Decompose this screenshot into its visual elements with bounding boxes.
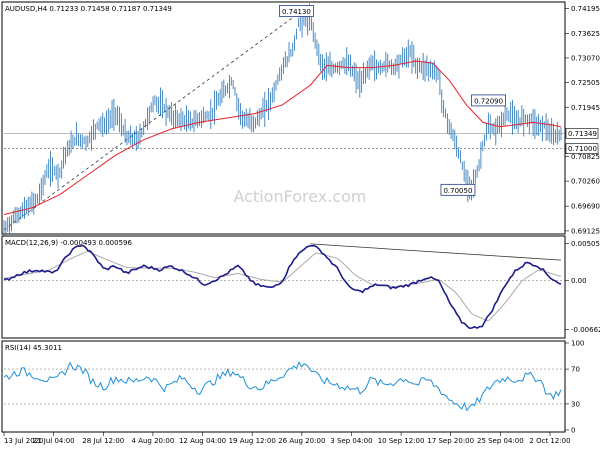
price-annotation-box bbox=[279, 5, 314, 17]
price-panel-title: AUDUSD,H4 0.71233 0.71458 0.71187 0.7134… bbox=[5, 5, 172, 13]
support-price-tag-box bbox=[565, 143, 599, 154]
rsi-tick-label: 30 bbox=[571, 400, 580, 408]
current-price-tag: 0.71349 bbox=[568, 130, 597, 138]
price-tick-label: 0.74195 bbox=[571, 5, 600, 13]
price-layer: 0.74195 0.73625 0.73070 0.72505 0.71945 0.708… bbox=[3, 3, 600, 236]
x-tick-label: 17 Sep 20:00 bbox=[427, 437, 474, 445]
watermark: ActionForex.com bbox=[233, 187, 366, 206]
price-tick-label: 0.69125 bbox=[571, 227, 600, 235]
x-tick-label: 2 Oct 12:00 bbox=[529, 437, 570, 445]
macd-layer: 0.005052 0.00 -0.006629 bbox=[3, 240, 600, 334]
price-annotation-label: 0.74130 bbox=[282, 8, 311, 16]
price-tick-label: 0.72505 bbox=[571, 79, 600, 87]
x-tick-label: 28 Jul 12:00 bbox=[82, 437, 124, 445]
price-annotation-box bbox=[471, 94, 506, 107]
x-tick-label: 19 Aug 12:00 bbox=[229, 437, 276, 445]
macd-line bbox=[3, 244, 562, 330]
price-tick-label: 0.69690 bbox=[571, 203, 600, 211]
price-tick-label: 0.73070 bbox=[571, 54, 600, 62]
price-annotation-box bbox=[440, 183, 476, 196]
rsi-tick-label: 70 bbox=[571, 366, 580, 374]
rsi-tick-label: 0 bbox=[571, 427, 575, 435]
x-tick-label: 21 Jul 04:00 bbox=[33, 437, 75, 445]
price-tick-label: 0.70825 bbox=[571, 153, 600, 161]
moving-average-line bbox=[3, 60, 562, 215]
support-price-tag: 0.71000 bbox=[568, 145, 597, 153]
rsi-line bbox=[3, 361, 562, 412]
x-tick-label: 12 Aug 04:00 bbox=[179, 437, 226, 445]
support-trend-line bbox=[3, 12, 300, 231]
rsi-panel-title: RSI(14) 45.3011 bbox=[5, 344, 62, 352]
price-annotation-label: 0.72090 bbox=[474, 97, 503, 105]
rsi-layer: 100 70 30 0 bbox=[3, 340, 584, 435]
macd-trend-line bbox=[310, 243, 562, 261]
macd-tick-label: 0.00 bbox=[571, 277, 587, 285]
price-annotation-label: 0.70050 bbox=[443, 187, 472, 195]
macd-tick-label: 0.005052 bbox=[571, 240, 600, 248]
x-tick-label: 25 Sep 04:00 bbox=[477, 437, 524, 445]
x-tick-label: 26 Aug 20:00 bbox=[278, 437, 325, 445]
price-tick-label: 0.70260 bbox=[571, 178, 600, 186]
macd-panel-frame bbox=[1, 235, 566, 339]
rsi-tick-label: 100 bbox=[571, 340, 584, 348]
x-tick-label: 13 Jul 2020 bbox=[4, 437, 44, 445]
current-price-tag-box bbox=[565, 128, 599, 139]
x-tick-label: 3 Sep 04:00 bbox=[330, 437, 372, 445]
x-tick-label: 4 Aug 20:00 bbox=[132, 437, 175, 445]
x-tick-label: 10 Sep 12:00 bbox=[378, 437, 425, 445]
price-tick-label: 0.73625 bbox=[571, 30, 600, 38]
macd-tick-label: -0.006629 bbox=[571, 326, 600, 334]
rsi-panel-frame bbox=[1, 340, 566, 433]
price-tick-label: 0.71945 bbox=[571, 104, 600, 112]
macd-panel-title: MACD(12,26,9) -0.000493 0.000596 bbox=[5, 239, 132, 247]
